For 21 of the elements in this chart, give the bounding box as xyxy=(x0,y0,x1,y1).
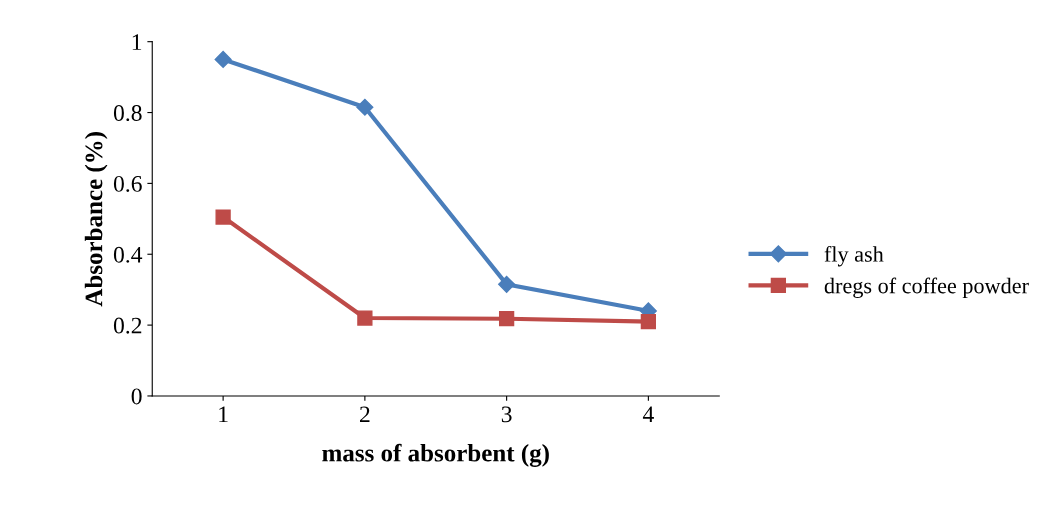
x-tick-label: 3 xyxy=(501,406,512,423)
point xyxy=(215,209,231,225)
legend-label: dregs of coffee powder xyxy=(824,277,1029,298)
x-axis-title: mass of absorbent (g) xyxy=(322,443,549,467)
legend-label: fly ash xyxy=(824,245,884,267)
point xyxy=(498,311,515,327)
y-tick-label: 0.6 xyxy=(113,175,142,192)
x-tick-label: 4 xyxy=(642,406,654,423)
y-axis-title: Absorbance (%) xyxy=(84,132,108,307)
x-tick-label: 1 xyxy=(219,406,228,423)
x-tick-label: 2 xyxy=(360,406,370,423)
point xyxy=(214,50,232,68)
y-tick-label: 1 xyxy=(132,34,142,50)
y-tick-label: 0.4 xyxy=(113,246,143,263)
point xyxy=(357,310,373,326)
y-tick-label: 0 xyxy=(131,388,142,405)
y-tick-label: 0.8 xyxy=(113,105,142,122)
point xyxy=(356,98,374,116)
point xyxy=(640,313,657,330)
point xyxy=(498,275,516,293)
y-tick-label: 0.2 xyxy=(113,317,142,334)
